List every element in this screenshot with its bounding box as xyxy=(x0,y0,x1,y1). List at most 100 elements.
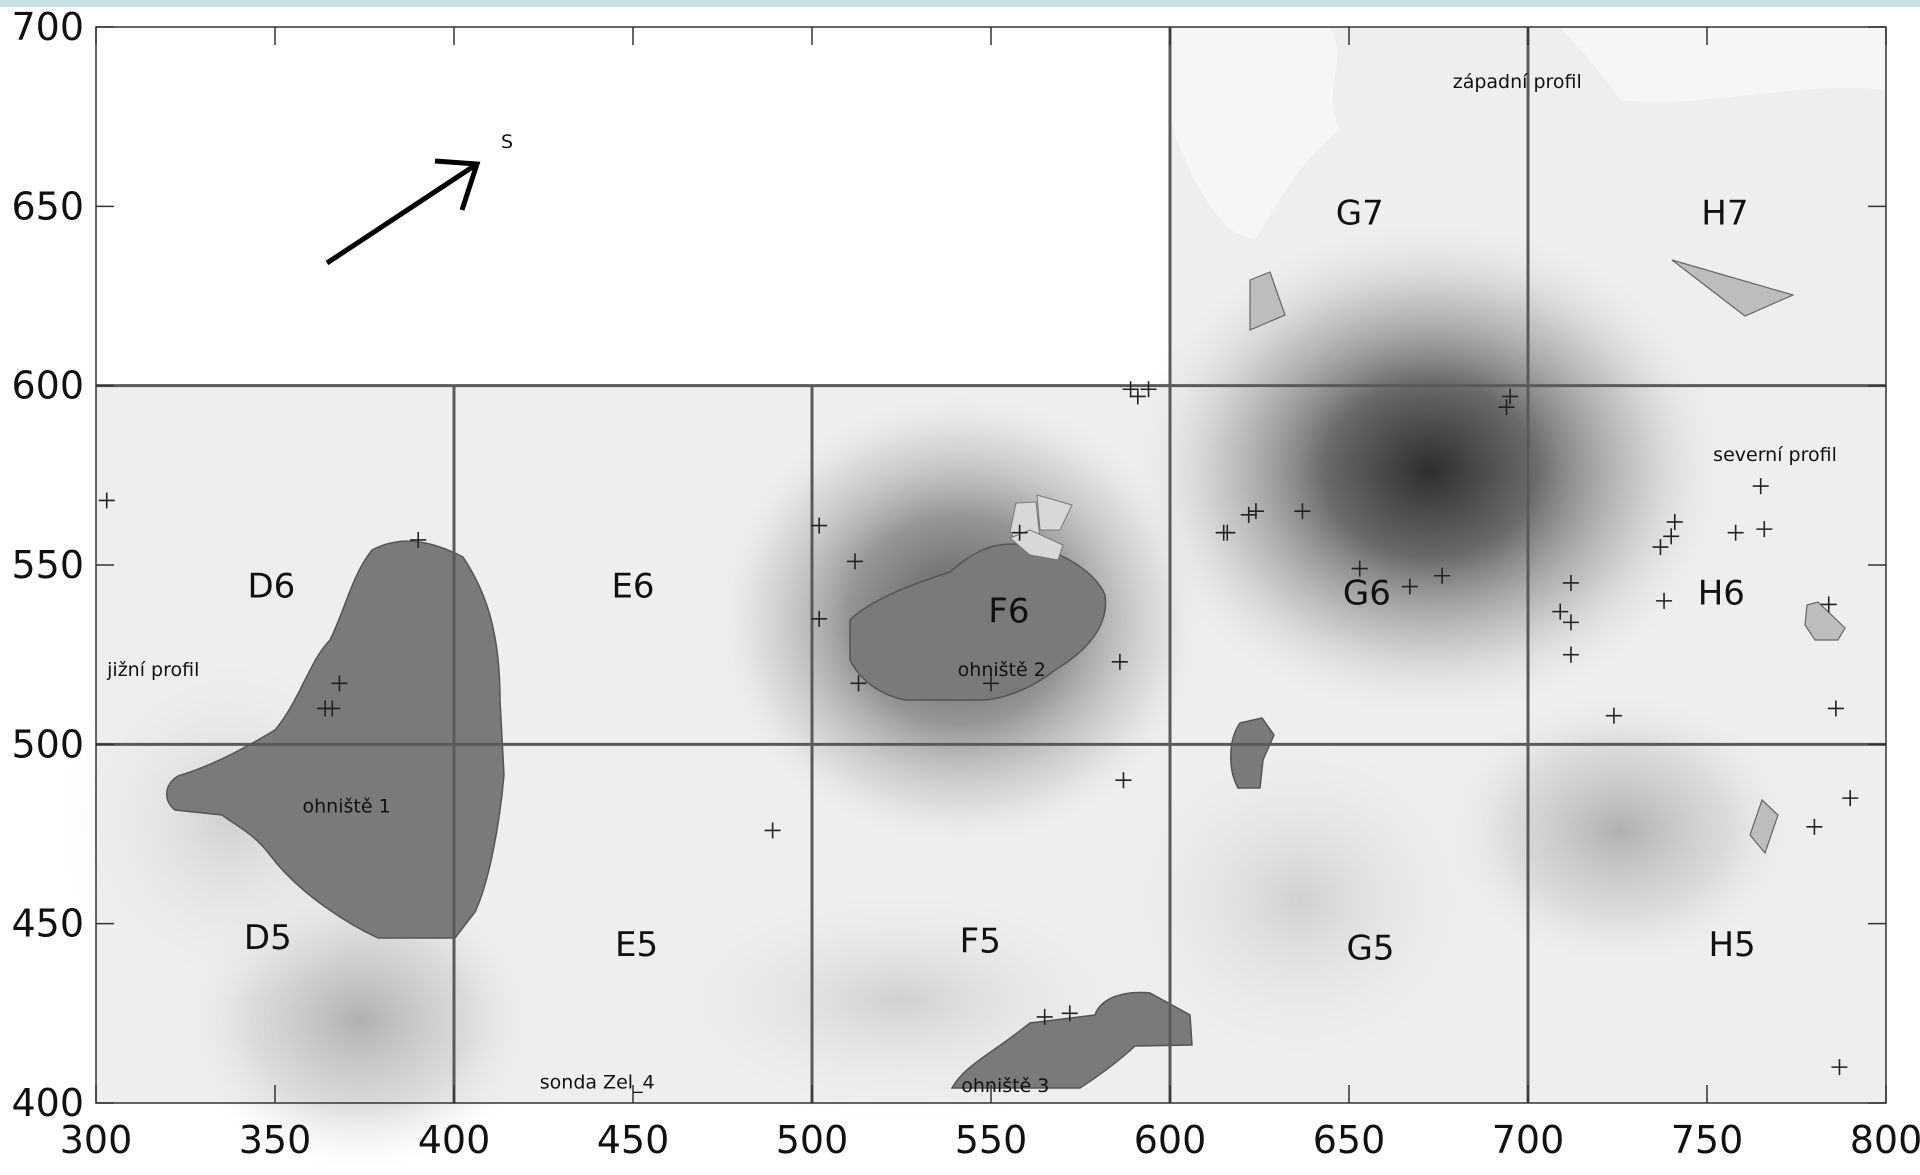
find-marker xyxy=(811,610,828,627)
stone-f6-b xyxy=(1036,494,1073,531)
stone-h5 xyxy=(1749,798,1779,855)
x-tick-label: 550 xyxy=(955,1118,1028,1162)
x-tick-label: 350 xyxy=(239,1118,312,1162)
grid-cell-label-g5: G5 xyxy=(1346,929,1394,969)
y-tick-label: 650 xyxy=(11,184,84,228)
find-marker xyxy=(1036,1008,1053,1025)
find-marker xyxy=(1502,388,1519,405)
y-tick-label: 550 xyxy=(11,543,84,587)
map-annotation: západní profil xyxy=(1453,71,1582,93)
find-marker xyxy=(1562,614,1579,631)
find-marker xyxy=(1827,700,1844,717)
find-marker xyxy=(1552,603,1569,620)
find-marker xyxy=(1115,772,1132,789)
find-marker xyxy=(1666,513,1683,530)
grid-cell-labels: G7 H7 D6 E6 F6 G6 H6 D5 E5 F5 G5 H5 xyxy=(244,193,1756,968)
find-marker xyxy=(1605,707,1622,724)
stone-h7 xyxy=(1671,259,1795,317)
y-tick-label: 450 xyxy=(11,902,84,946)
find-marker xyxy=(1219,524,1236,541)
grid-cell-label-h6: H6 xyxy=(1698,573,1745,613)
find-marker xyxy=(1820,596,1837,613)
x-tick-label: 450 xyxy=(597,1118,670,1162)
grid-lines xyxy=(96,27,1886,1103)
stone-f6-c xyxy=(1009,529,1064,561)
find-marker xyxy=(1756,521,1773,538)
find-marker xyxy=(1294,503,1311,520)
x-tick-label: 700 xyxy=(1492,1118,1565,1162)
find-marker xyxy=(1831,1059,1848,1076)
find-marker xyxy=(1842,790,1859,807)
map-annotations: západní profil severní profil jižní profil… xyxy=(106,71,1837,1097)
north-arrow-label: S xyxy=(501,131,513,153)
map-axes: 300 350 400 450 500 550 600 650 700 750 800 700 650 6… xyxy=(11,5,1920,1162)
x-tick-label: 750 xyxy=(1671,1118,1744,1162)
find-marker xyxy=(1401,578,1418,595)
y-tick-label: 400 xyxy=(11,1081,84,1125)
find-marker xyxy=(1656,592,1673,609)
find-marker xyxy=(1727,524,1744,541)
find-marker xyxy=(1562,574,1579,591)
map-annotation: ohniště 1 xyxy=(303,795,391,817)
find-marker xyxy=(1351,560,1368,577)
x-tick-label: 650 xyxy=(1313,1118,1386,1162)
stone-fragments xyxy=(1009,259,1846,855)
find-marker xyxy=(1129,388,1146,405)
x-tick-label: 800 xyxy=(1850,1118,1920,1162)
find-marker xyxy=(1247,503,1264,520)
find-marker xyxy=(1122,381,1139,398)
find-marker xyxy=(846,553,863,570)
find-marker xyxy=(1140,381,1157,398)
grid-cell-label-h7: H7 xyxy=(1701,193,1748,233)
map-annotation: sonda Zel_4 xyxy=(540,1072,655,1094)
stone-g7 xyxy=(1249,271,1286,331)
x-tick-label: 400 xyxy=(418,1118,491,1162)
find-marker xyxy=(811,517,828,534)
top-border xyxy=(0,0,1920,7)
find-marker xyxy=(1562,646,1579,663)
map-annotation: jižní profil xyxy=(106,659,199,681)
find-marker xyxy=(331,675,348,692)
hearth-3-shape xyxy=(950,991,1193,1089)
x-tick-label: 300 xyxy=(60,1118,133,1162)
x-tick-label: 500 xyxy=(776,1118,849,1162)
find-marker xyxy=(764,822,781,839)
find-marker xyxy=(1806,818,1823,835)
find-marker xyxy=(1011,524,1028,541)
map-annotation: severní profil xyxy=(1713,444,1837,466)
y-tick-label: 500 xyxy=(11,722,84,766)
find-marker xyxy=(1752,478,1769,495)
find-marker xyxy=(410,531,427,548)
grid-cell-label-f6: F6 xyxy=(988,591,1029,631)
north-arrow: S xyxy=(325,131,513,266)
hearth-1-shape xyxy=(166,540,505,939)
grid-cell-label-h5: H5 xyxy=(1708,925,1755,965)
find-marker xyxy=(850,675,867,692)
find-marker xyxy=(1111,653,1128,670)
grid-cell-label-d5: D5 xyxy=(244,918,292,958)
find-markers xyxy=(98,381,1859,1076)
find-marker xyxy=(324,700,341,717)
x-tick-label: 600 xyxy=(1134,1118,1207,1162)
grid-cell-label-g6: G6 xyxy=(1343,573,1391,613)
find-marker xyxy=(1240,506,1257,523)
hearth-features xyxy=(166,540,1275,1089)
stone-h6 xyxy=(1804,601,1846,641)
find-marker xyxy=(1061,1005,1078,1022)
stone-g6 xyxy=(1230,717,1275,789)
y-tick-label: 600 xyxy=(11,364,84,408)
find-marker xyxy=(1652,539,1669,556)
find-marker xyxy=(983,675,999,692)
y-tick-label: 700 xyxy=(11,5,84,49)
grid-cell-label-e6: E6 xyxy=(611,566,654,606)
map-annotation: ohniště 2 xyxy=(958,659,1046,681)
hearth-2-shape xyxy=(849,543,1107,701)
grid-cell-label-f5: F5 xyxy=(960,921,1001,961)
find-marker xyxy=(98,492,115,509)
grid-cell-label-d6: D6 xyxy=(248,566,296,606)
grid-cell-label-e5: E5 xyxy=(615,925,658,965)
grid-cell-label-g7: G7 xyxy=(1336,193,1384,233)
map-annotation: ohniště 3 xyxy=(961,1075,1049,1097)
find-marker xyxy=(1663,528,1680,545)
